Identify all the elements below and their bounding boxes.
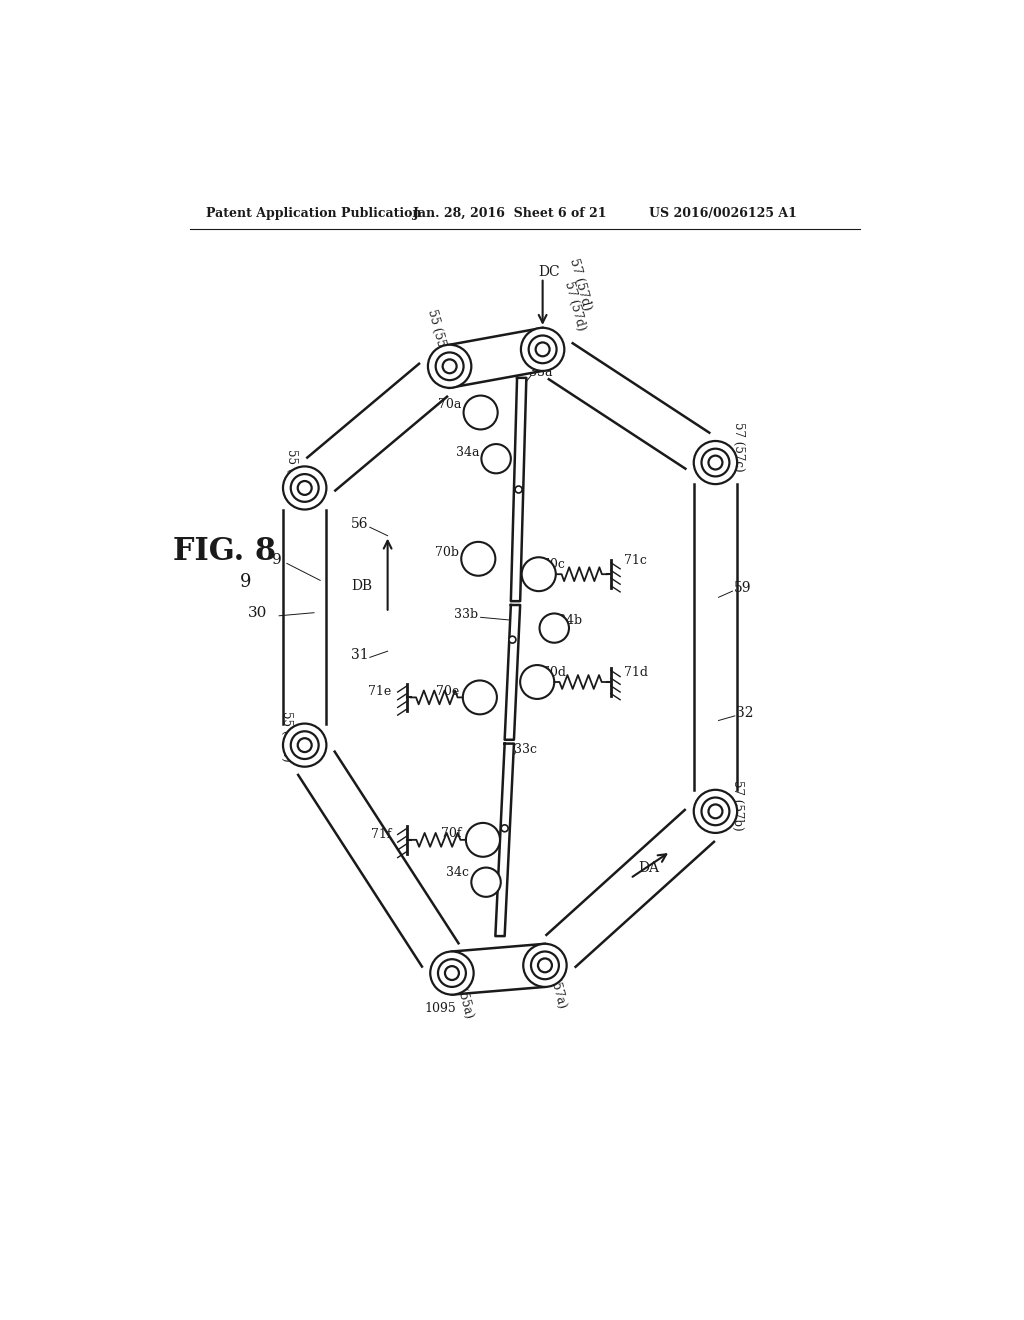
- Circle shape: [709, 455, 722, 470]
- Circle shape: [531, 952, 559, 979]
- Text: 70d: 70d: [542, 667, 566, 680]
- Text: 9: 9: [271, 553, 282, 568]
- Text: 71d: 71d: [624, 667, 648, 680]
- Text: 55 (55b): 55 (55b): [280, 710, 293, 762]
- Text: DB: DB: [351, 578, 372, 593]
- Polygon shape: [505, 605, 520, 739]
- Circle shape: [298, 738, 311, 752]
- Text: 34a: 34a: [456, 446, 479, 459]
- Text: 57 (57d): 57 (57d): [566, 257, 593, 313]
- Polygon shape: [511, 378, 526, 601]
- Text: 1095: 1095: [424, 1002, 456, 1015]
- Text: 57 (57b): 57 (57b): [731, 780, 744, 830]
- Circle shape: [283, 466, 327, 510]
- Text: 56: 56: [351, 517, 369, 531]
- Circle shape: [442, 359, 457, 374]
- Text: 55 (55a): 55 (55a): [450, 968, 475, 1019]
- Text: 71c: 71c: [624, 554, 647, 566]
- Circle shape: [471, 867, 501, 896]
- Circle shape: [466, 822, 500, 857]
- Text: US 2016/0026125 A1: US 2016/0026125 A1: [649, 207, 797, 220]
- Circle shape: [283, 723, 327, 767]
- Text: 33a: 33a: [529, 366, 553, 379]
- Text: 59: 59: [734, 581, 752, 595]
- Circle shape: [523, 944, 566, 987]
- Text: 57 (57a): 57 (57a): [544, 958, 569, 1010]
- Circle shape: [461, 543, 496, 576]
- Circle shape: [291, 474, 318, 502]
- Text: 57 (57d): 57 (57d): [562, 280, 588, 333]
- Circle shape: [520, 665, 554, 700]
- Text: 70b: 70b: [435, 546, 459, 560]
- Circle shape: [438, 960, 466, 987]
- Circle shape: [701, 449, 729, 477]
- Circle shape: [536, 342, 550, 356]
- Text: 55 (55c): 55 (55c): [286, 449, 298, 499]
- Text: 70e: 70e: [436, 685, 460, 698]
- Circle shape: [709, 804, 722, 818]
- Circle shape: [521, 327, 564, 371]
- Circle shape: [430, 952, 474, 995]
- Circle shape: [428, 345, 471, 388]
- Text: 31: 31: [350, 648, 369, 663]
- Polygon shape: [496, 743, 514, 936]
- Circle shape: [693, 789, 737, 833]
- Circle shape: [298, 480, 311, 495]
- Text: 34b: 34b: [558, 614, 583, 627]
- Circle shape: [540, 614, 569, 643]
- Circle shape: [501, 825, 508, 832]
- Text: 30: 30: [248, 606, 267, 619]
- Circle shape: [538, 958, 552, 973]
- Circle shape: [509, 636, 516, 643]
- Text: 55 (55d): 55 (55d): [425, 308, 451, 360]
- Text: 70c: 70c: [542, 558, 564, 572]
- Text: Jan. 28, 2016  Sheet 6 of 21: Jan. 28, 2016 Sheet 6 of 21: [414, 207, 607, 220]
- Text: DC: DC: [538, 265, 560, 280]
- Text: 70a: 70a: [438, 399, 461, 412]
- Circle shape: [693, 441, 737, 484]
- Circle shape: [291, 731, 318, 759]
- Text: 34c: 34c: [446, 866, 469, 879]
- Circle shape: [481, 444, 511, 474]
- Text: 9: 9: [240, 573, 252, 591]
- Circle shape: [515, 486, 522, 492]
- Text: FIG. 8: FIG. 8: [173, 536, 276, 566]
- Text: 57 (57c): 57 (57c): [732, 422, 745, 473]
- Text: 33c: 33c: [514, 743, 537, 756]
- Circle shape: [701, 797, 729, 825]
- Circle shape: [464, 396, 498, 429]
- Text: 32: 32: [736, 706, 754, 719]
- Text: DA: DA: [638, 862, 659, 875]
- Text: 33b: 33b: [455, 607, 478, 620]
- Text: Patent Application Publication: Patent Application Publication: [206, 207, 421, 220]
- Text: 71f: 71f: [371, 828, 391, 841]
- Circle shape: [463, 681, 497, 714]
- Circle shape: [435, 352, 464, 380]
- Circle shape: [528, 335, 557, 363]
- Circle shape: [521, 557, 556, 591]
- Text: 70f: 70f: [440, 828, 461, 841]
- Text: 71e: 71e: [369, 685, 391, 698]
- Circle shape: [445, 966, 459, 979]
